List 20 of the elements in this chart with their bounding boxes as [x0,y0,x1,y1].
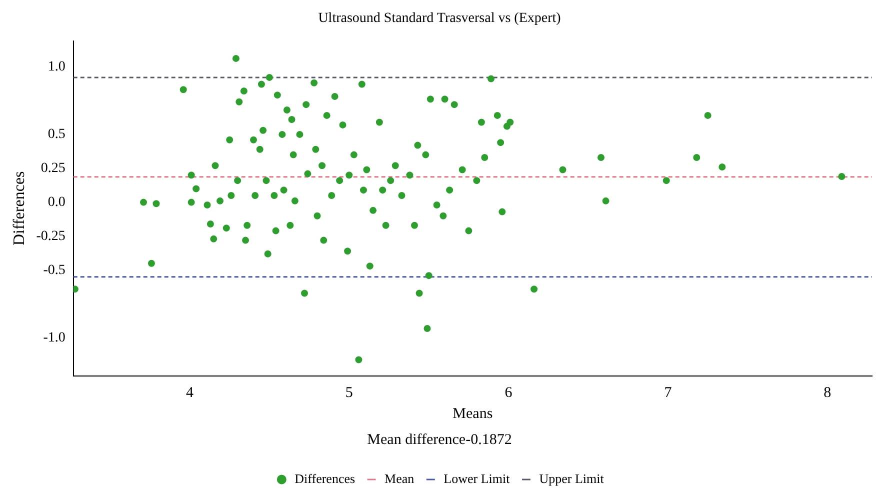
chart-title: Ultrasound Standard Trasversal vs (Expert) [318,11,562,26]
y-tick-label: -0.5 [43,262,66,278]
x-tick-label: 7 [664,384,672,401]
y-tick-label: 0.25 [40,161,66,176]
x-axis-title: Means [452,406,493,422]
y-tick-label: -0.25 [36,228,66,244]
legend-label: Lower Limit [444,470,510,486]
y-tick-label: 0.0 [48,194,66,210]
legend-label: Differences [294,470,356,486]
y-tick-label: -1.0 [43,330,66,346]
y-axis-title: Differences [10,171,28,246]
text: Mean difference-0.1872 [367,432,512,448]
y-tick-label: 1.0 [48,59,66,74]
legend-label: Mean [384,470,415,486]
x-tick-label: 6 [504,384,513,401]
legend-label: Upper Limit [539,470,604,486]
x-tick-label: 5 [345,384,353,401]
x-tick-label: 8 [824,384,832,401]
x-tick-label: 4 [186,384,194,401]
y-tick-label: 0.5 [48,127,66,142]
